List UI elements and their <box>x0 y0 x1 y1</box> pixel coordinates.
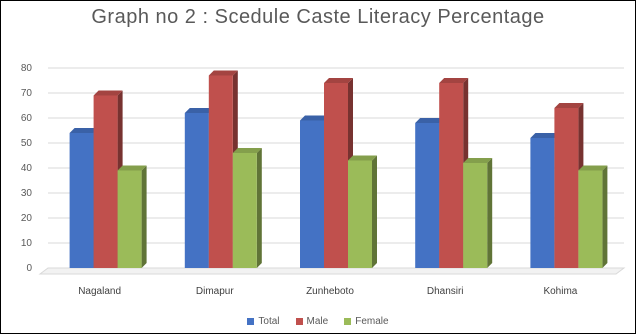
legend-swatch <box>295 317 303 325</box>
bar-male <box>324 83 348 268</box>
chart-floor <box>38 267 626 275</box>
legend-item: Female <box>344 316 389 327</box>
bar-female <box>463 163 488 268</box>
legend-swatch <box>247 317 255 325</box>
legend-label: Female <box>355 316 389 327</box>
bar-female <box>117 170 142 268</box>
bar-top <box>208 70 238 76</box>
bar-top <box>300 115 329 121</box>
y-tick-label: 0 <box>26 263 32 274</box>
bar-top <box>117 165 147 171</box>
legend-item: Total <box>247 316 280 327</box>
bar-total <box>69 133 94 268</box>
y-tick-label: 50 <box>21 138 33 149</box>
x-tick-label: Nagaland <box>78 286 121 297</box>
legend-item: Male <box>295 316 329 327</box>
bar-side <box>256 148 262 268</box>
x-tick-label: Zunheboto <box>306 286 354 297</box>
x-tick-label: Dhansiri <box>427 286 464 297</box>
y-tick-label: 60 <box>21 113 33 124</box>
bar-top <box>463 158 493 163</box>
y-tick-label: 10 <box>21 238 33 249</box>
bar-male <box>208 75 233 268</box>
bar-female <box>348 160 372 268</box>
bar-total <box>184 113 209 268</box>
bar-female <box>578 170 603 268</box>
y-tick-label: 20 <box>21 213 33 224</box>
bar-male <box>554 108 579 268</box>
x-tick-label: Dimapur <box>196 286 234 297</box>
y-tick-label: 40 <box>21 163 33 174</box>
bar-total <box>530 138 555 268</box>
bar-top <box>324 78 353 83</box>
y-tick-label: 70 <box>21 88 33 99</box>
bar-top <box>184 108 214 113</box>
bar-top <box>439 78 469 83</box>
bar-top <box>93 90 123 96</box>
bar-top <box>530 133 560 138</box>
chart-title: Graph no 2 : Scedule Caste Literacy Perc… <box>91 6 545 28</box>
legend: Total Male Female <box>0 316 636 327</box>
bar-top <box>554 103 584 108</box>
bar-side <box>602 165 608 268</box>
y-tick-label: 30 <box>21 188 33 199</box>
legend-swatch <box>344 317 352 325</box>
bar-top <box>415 118 445 123</box>
bar-side <box>487 158 493 268</box>
bar-side <box>141 165 147 268</box>
bar-side <box>372 155 377 268</box>
bar-top <box>232 148 262 153</box>
x-tick-label: Kohima <box>543 286 577 297</box>
bar-total <box>300 120 324 268</box>
bar-male <box>439 83 464 268</box>
y-tick-label: 80 <box>21 63 33 74</box>
bar-top <box>348 155 377 161</box>
bar-top <box>69 128 99 133</box>
legend-label: Total <box>258 316 280 327</box>
bar-top <box>578 165 608 171</box>
bar-male <box>93 95 118 268</box>
legend-label: Male <box>306 316 329 327</box>
bar-female <box>232 153 257 268</box>
bar-total <box>415 123 440 268</box>
